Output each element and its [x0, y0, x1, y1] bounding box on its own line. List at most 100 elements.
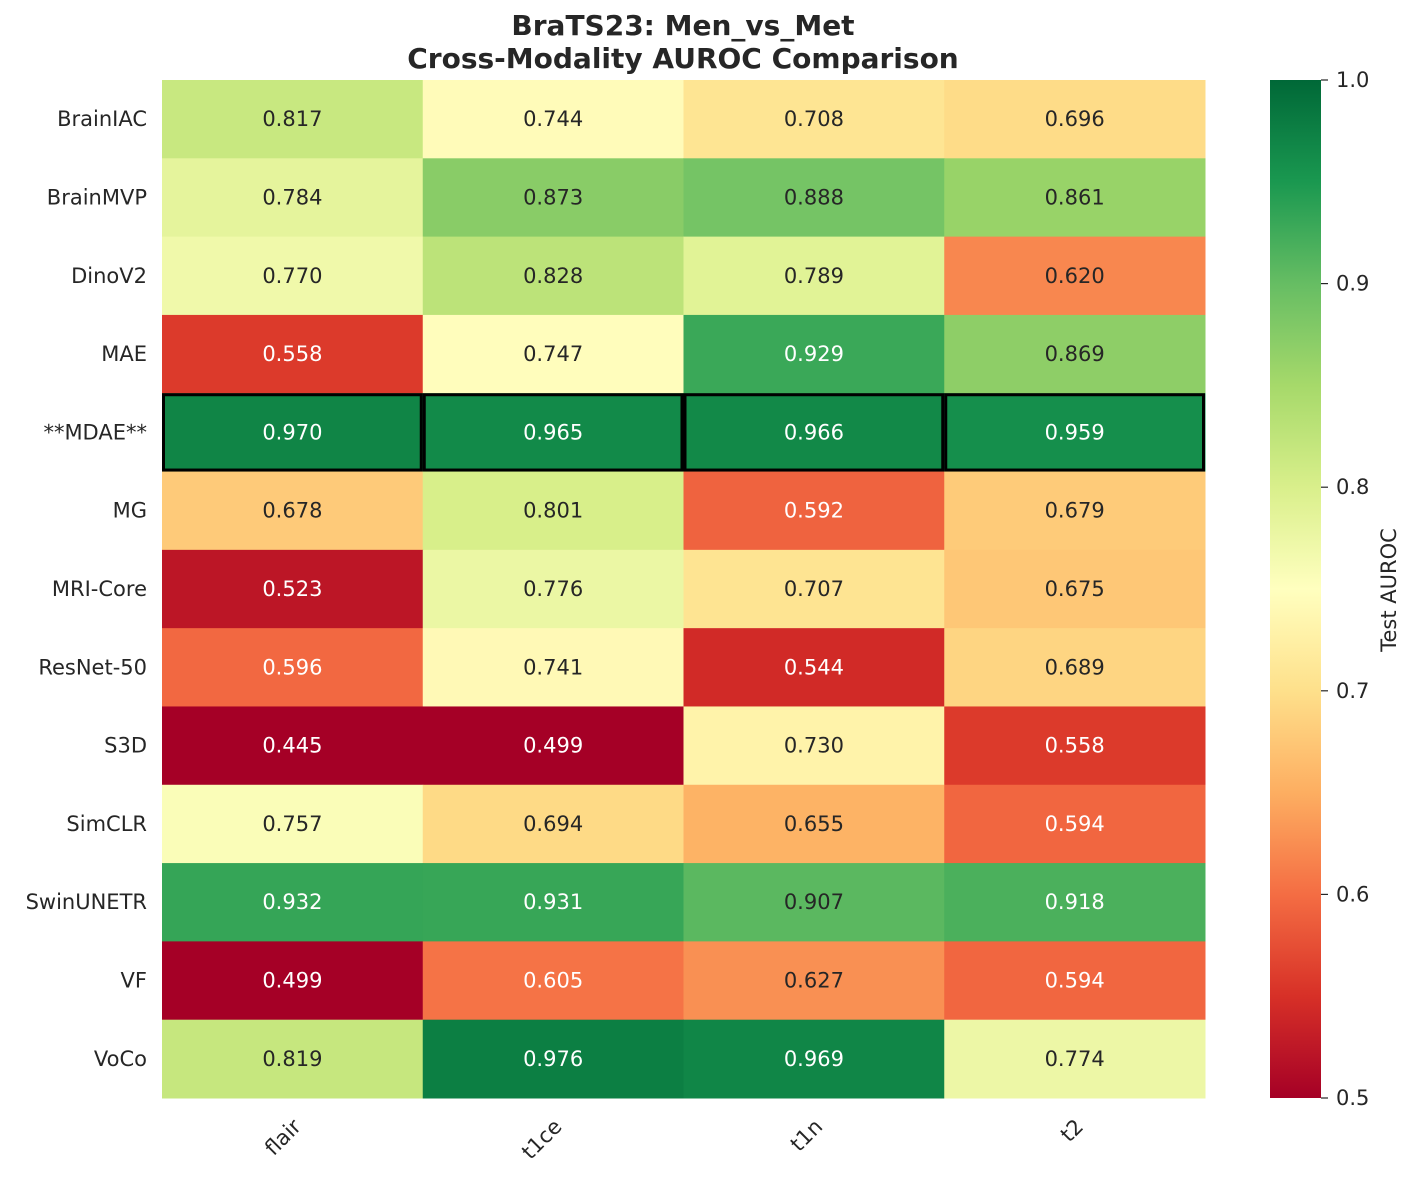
heatmap-cell [162, 941, 424, 1021]
heatmap-cell [683, 863, 945, 942]
column-label: t2 [1056, 1114, 1088, 1146]
cell-value-label: 0.678 [262, 499, 322, 523]
heatmap-cell [944, 393, 1206, 473]
colorbar-tick-label: 0.9 [1336, 272, 1369, 296]
column-label: flair [260, 1114, 306, 1160]
cell-value-label: 0.655 [784, 812, 844, 836]
cell-value-label: 0.907 [784, 890, 844, 914]
cell-value-label: 0.966 [784, 420, 844, 444]
cell-value-label: 0.819 [262, 1047, 322, 1071]
heatmap-cells: 0.817 0.744 0.708 0.696 0.784 0.873 0.888 0.861… [162, 80, 1206, 1099]
cell-value-label: 0.544 [784, 655, 844, 679]
row-label: **MDAE** [43, 420, 147, 444]
colorbar-tick-label: 0.8 [1336, 475, 1369, 499]
cell-value-label: 0.445 [262, 734, 322, 758]
heatmap-cell [422, 314, 684, 394]
heatmap-cell [944, 1019, 1206, 1099]
heatmap-cell [422, 471, 684, 551]
cell-value-label: 0.744 [523, 107, 583, 131]
heatmap-cell [162, 628, 424, 707]
heatmap-cell [162, 80, 424, 159]
heatmap-cell [422, 941, 684, 1021]
row-label: BrainMVP [47, 185, 147, 209]
cell-value-label: 0.969 [784, 1047, 844, 1071]
cell-value-label: 0.817 [262, 107, 322, 131]
cell-value-label: 0.594 [1045, 812, 1105, 836]
highlight-border [683, 393, 945, 472]
heatmap-cell [683, 706, 945, 786]
cell-value-label: 0.592 [784, 499, 844, 523]
cell-value-label: 0.689 [1045, 655, 1105, 679]
cell-value-label: 0.707 [784, 577, 844, 601]
colorbar: 0.5 0.6 0.7 0.8 0.9 1.0 [1270, 68, 1369, 1110]
heatmap-cell [944, 236, 1206, 316]
heatmap-cell [944, 158, 1206, 238]
cell-value-label: 0.959 [1045, 420, 1105, 444]
cell-value-label: 0.801 [523, 499, 583, 523]
cell-value-label: 0.789 [784, 264, 844, 288]
highlight-border [162, 393, 423, 472]
highlight-borders [162, 393, 1205, 472]
column-label: t1ce [517, 1114, 567, 1164]
cell-value-label: 0.869 [1045, 342, 1105, 366]
colorbar-label: Test AUROC [1377, 528, 1401, 653]
heatmap-cell [422, 628, 684, 707]
colorbar-tick-label: 0.7 [1336, 679, 1369, 703]
cell-value-label: 0.499 [262, 969, 322, 993]
row-label: ResNet-50 [38, 655, 147, 679]
cell-value-label: 0.770 [262, 264, 322, 288]
heatmap-cell [162, 393, 424, 473]
heatmap-cell [422, 80, 684, 159]
heatmap-cell [683, 314, 945, 394]
heatmap-cell [683, 236, 945, 316]
cell-value-label: 0.784 [262, 185, 322, 209]
row-label: BrainIAC [57, 107, 147, 131]
heatmap-cell [944, 863, 1206, 942]
cell-value-label: 0.918 [1045, 890, 1105, 914]
heatmap-cell [422, 1019, 684, 1099]
heatmap-cell [422, 706, 684, 786]
heatmap-cell [944, 80, 1206, 159]
cell-value-label: 0.747 [523, 342, 583, 366]
cell-value-label: 0.931 [523, 890, 583, 914]
heatmap-cell [944, 471, 1206, 551]
cell-value-label: 0.970 [262, 420, 322, 444]
highlight-border [944, 393, 1205, 472]
cell-value-label: 0.605 [523, 969, 583, 993]
heatmap-cell [162, 549, 424, 629]
colorbar-gradient [1270, 80, 1321, 1098]
heatmap-cell [683, 628, 945, 707]
heatmap-cell [162, 1019, 424, 1099]
cell-value-label: 0.741 [523, 655, 583, 679]
heatmap-cell [422, 549, 684, 629]
heatmap-cell [162, 706, 424, 786]
heatmap-cell [422, 863, 684, 942]
row-label: SimCLR [66, 812, 147, 836]
heatmap-cell [683, 549, 945, 629]
heatmap-cell [162, 158, 424, 238]
cell-value-label: 0.620 [1045, 264, 1105, 288]
heatmap-cell [944, 628, 1206, 707]
heatmap-cell [944, 314, 1206, 394]
cell-value-label: 0.499 [523, 734, 583, 758]
cell-value-label: 0.757 [262, 812, 322, 836]
cell-value-label: 0.776 [523, 577, 583, 601]
chart-subtitle: Cross-Modality AUROC Comparison [407, 42, 959, 75]
heatmap-cell [683, 471, 945, 551]
row-label: SwinUNETR [26, 890, 147, 914]
column-label: t1n [786, 1114, 828, 1156]
cell-value-label: 0.675 [1045, 577, 1105, 601]
cell-value-label: 0.696 [1045, 107, 1105, 131]
cell-value-label: 0.627 [784, 969, 844, 993]
cell-value-label: 0.708 [784, 107, 844, 131]
heatmap-cell [422, 158, 684, 238]
row-labels: BrainIAC BrainMVP DinoV2 MAE **MDAE** MG MRI-C… [26, 107, 147, 1071]
heatmap-cell [162, 863, 424, 942]
heatmap-cell [944, 784, 1206, 864]
column-labels: flair t1ce t1n t2 [260, 1114, 1088, 1164]
heatmap-cell [162, 784, 424, 864]
heatmap-cell [944, 706, 1206, 786]
cell-value-label: 0.774 [1045, 1047, 1105, 1071]
cell-value-label: 0.679 [1045, 499, 1105, 523]
